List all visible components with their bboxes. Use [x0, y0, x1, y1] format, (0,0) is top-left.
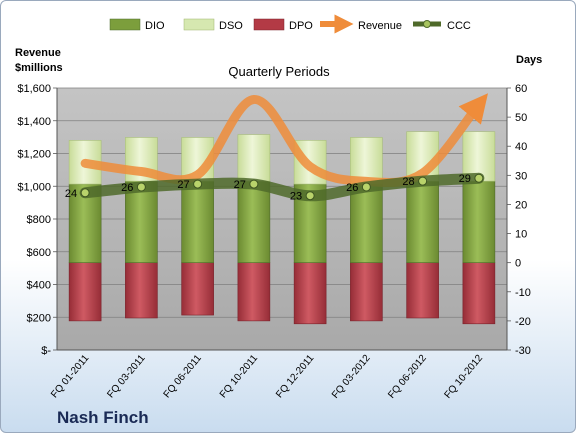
bar-dpo: [125, 262, 158, 319]
left-tick-label: $1,200: [17, 149, 51, 161]
legend-marker-ccc: [423, 20, 431, 28]
ccc-point: [474, 173, 484, 183]
ccc-line: [79, 172, 485, 202]
right-tick-label: 0: [515, 258, 521, 270]
chart-title: Quarterly Periods: [228, 64, 330, 79]
bar-dpo: [406, 262, 439, 319]
ccc-point: [136, 182, 146, 192]
ccc-data-label: 26: [346, 182, 358, 194]
left-tick-label: $600: [27, 247, 51, 259]
category-label: FQ 10-2012: [442, 353, 485, 401]
left-tick-label: $1,000: [17, 181, 51, 193]
right-tick-label: 60: [515, 83, 527, 95]
category-label: FQ 03-2011: [105, 353, 148, 401]
legend: DIO DSO DPO Revenue CCC: [109, 14, 471, 34]
left-tick-label: $1,600: [17, 83, 51, 95]
category-label: FQ 10-2011: [218, 353, 261, 401]
bar-dpo: [68, 262, 102, 322]
category-label: FQ 12-2011: [274, 353, 317, 401]
bar-dio: [406, 180, 439, 263]
legend-label-dpo: DPO: [289, 20, 313, 32]
right-axis-title: Days: [516, 54, 542, 66]
category-label: FQ 03-2012: [330, 353, 373, 401]
right-tick-label: -30: [515, 345, 531, 357]
ccc-data-label: 27: [177, 179, 189, 191]
bar-dpo: [237, 262, 271, 322]
bar-dpo: [350, 262, 383, 322]
legend-label-revenue: Revenue: [358, 20, 402, 32]
category-label: FQ 06-2012: [386, 353, 429, 401]
bar-dio: [125, 180, 158, 263]
bar-dio: [181, 180, 214, 263]
ccc-data-label: 27: [234, 179, 246, 191]
legend-swatch-dpo: [253, 18, 285, 31]
legend-label-dio: DIO: [145, 20, 165, 32]
bar-dio: [237, 180, 271, 263]
ccc-data-label: 23: [290, 191, 302, 203]
left-tick-label: $1,400: [17, 116, 51, 128]
ccc-data-label: 29: [459, 173, 471, 185]
right-tick-label: 20: [515, 199, 527, 211]
company-name: Nash Finch: [57, 408, 149, 427]
left-axis-title-line2: $millions: [15, 62, 63, 74]
legend-swatch-dio: [109, 18, 141, 31]
ccc-series: 24 26 27 27 23 26 28 29: [65, 172, 485, 203]
right-tick-label: -20: [515, 316, 531, 328]
ccc-data-label: 24: [65, 188, 77, 200]
category-labels: FQ 01-2011 FQ 03-2011 FQ 06-2011 FQ 10-2011…: [49, 353, 485, 401]
ccc-point: [80, 188, 90, 198]
left-tick-label: $400: [27, 280, 51, 292]
right-tick-label: 10: [515, 229, 527, 241]
bar-dpo: [462, 262, 496, 325]
right-tick-label: -10: [515, 287, 531, 299]
legend-swatch-dso: [183, 18, 215, 31]
left-axis-ticks: $- $200 $400 $600 $800 $1,000 $1,200 $1,400 $1,6…: [17, 83, 507, 357]
category-label: FQ 01-2011: [49, 353, 92, 401]
ccc-point: [249, 179, 259, 189]
revenue-line: [80, 93, 488, 188]
legend-label-dso: DSO: [219, 20, 243, 32]
ccc-point: [193, 179, 203, 189]
ccc-data-label: 28: [402, 176, 414, 188]
bar-dio: [462, 180, 496, 263]
ccc-point: [418, 176, 428, 186]
right-tick-label: 30: [515, 170, 527, 182]
revenue-series: [80, 93, 488, 188]
right-tick-label: 50: [515, 112, 527, 124]
bar-dpo: [293, 262, 327, 325]
bar-dio: [350, 183, 383, 263]
right-axis-ticks: -30 -20 -10 0 10 20 30 40 50 60: [506, 83, 531, 357]
left-tick-label: $-: [41, 345, 51, 357]
bar-dpo: [181, 262, 214, 316]
ccc-point: [361, 182, 371, 192]
bar-dso: [237, 134, 271, 182]
ccc-data-label: 26: [121, 182, 133, 194]
left-tick-label: $800: [27, 214, 51, 226]
category-label: FQ 06-2011: [162, 353, 205, 401]
left-axis-title-line1: Revenue: [15, 47, 61, 59]
legend-label-ccc: CCC: [447, 20, 471, 32]
left-tick-label: $200: [27, 312, 51, 324]
ccc-point: [305, 191, 315, 201]
right-tick-label: 40: [515, 141, 527, 153]
